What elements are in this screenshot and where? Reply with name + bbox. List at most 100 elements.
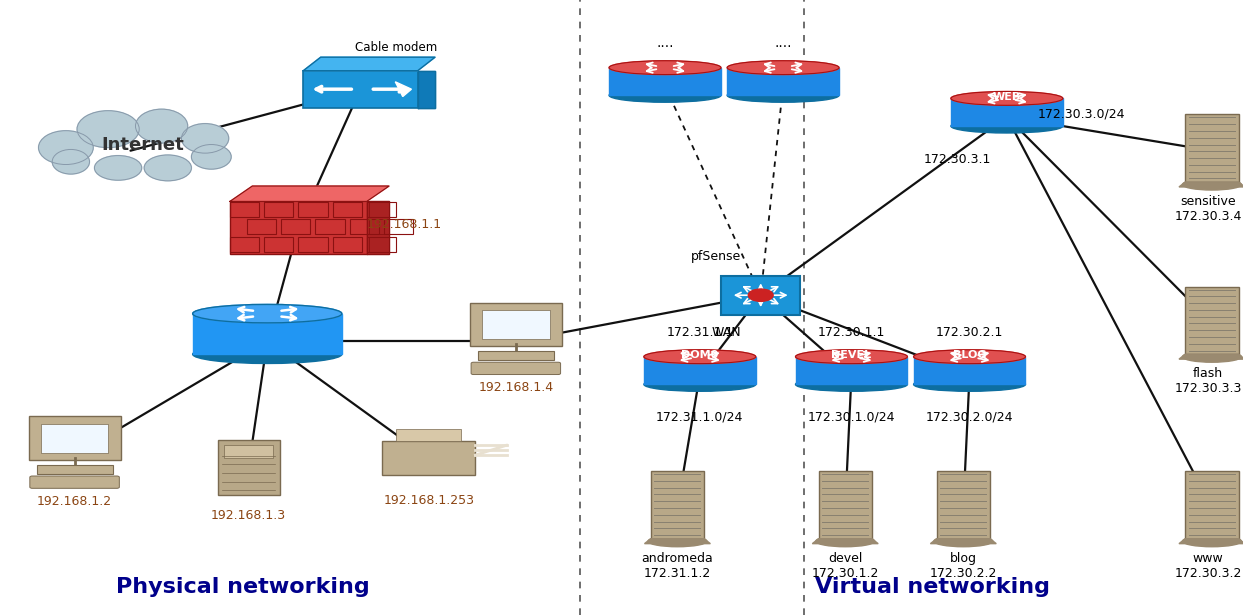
Polygon shape [1178,182,1243,187]
Text: andromeda
172.31.1.2: andromeda 172.31.1.2 [641,552,713,580]
Text: ....: .... [656,36,674,50]
Bar [298,202,328,217]
Bar [369,202,389,217]
Text: 172.30.3.1: 172.30.3.1 [924,153,991,165]
Polygon shape [367,202,389,253]
Text: 192.168.1.2: 192.168.1.2 [37,495,112,508]
FancyBboxPatch shape [651,471,704,539]
Bar [193,314,342,354]
Ellipse shape [191,145,231,169]
Text: 192.168.1.4: 192.168.1.4 [479,381,553,394]
Text: WEB: WEB [993,92,1021,102]
Text: 172.30.1.0/24: 172.30.1.0/24 [808,411,895,424]
Text: Cable modem: Cable modem [355,41,438,54]
Text: Virtual networking: Virtual networking [814,576,1050,597]
FancyBboxPatch shape [30,476,119,488]
Ellipse shape [933,536,993,547]
Bar [230,202,259,217]
FancyBboxPatch shape [36,465,113,474]
Text: Internet: Internet [102,135,184,154]
Polygon shape [813,539,878,544]
Text: www
172.30.3.2: www 172.30.3.2 [1175,552,1242,580]
FancyBboxPatch shape [397,429,461,442]
FancyBboxPatch shape [41,424,108,453]
Ellipse shape [77,111,139,148]
FancyBboxPatch shape [1185,471,1238,539]
Ellipse shape [914,350,1025,363]
Text: ....: .... [774,36,792,50]
Text: 192.168.1.3: 192.168.1.3 [211,509,286,522]
Bar [384,220,413,234]
Text: 192.168.1.1: 192.168.1.1 [367,218,441,231]
Bar [796,357,907,384]
Text: 172.31.1.0/24: 172.31.1.0/24 [656,411,743,424]
Polygon shape [645,539,711,544]
Ellipse shape [815,536,875,547]
Text: 172.30.2.0/24: 172.30.2.0/24 [926,411,1013,424]
Ellipse shape [1182,179,1242,190]
FancyBboxPatch shape [224,445,273,458]
FancyBboxPatch shape [29,416,121,460]
Ellipse shape [727,89,839,102]
Polygon shape [930,539,997,544]
Bar [298,237,328,252]
Bar [951,98,1063,126]
Bar [316,220,344,234]
FancyBboxPatch shape [382,442,475,475]
Ellipse shape [914,378,1025,391]
Ellipse shape [727,61,839,74]
Bar [230,237,259,252]
Polygon shape [230,186,389,202]
Ellipse shape [181,124,229,153]
Polygon shape [395,82,411,97]
Polygon shape [1178,354,1243,359]
FancyBboxPatch shape [482,310,549,339]
Bar [369,220,389,234]
Ellipse shape [609,61,721,74]
Bar [367,237,395,252]
Bar [281,220,311,234]
Text: pfSense: pfSense [691,250,741,263]
Ellipse shape [796,350,907,363]
Text: Physical networking: Physical networking [116,576,369,597]
Polygon shape [1178,539,1243,544]
Text: 172.31.1.1: 172.31.1.1 [666,327,733,339]
Ellipse shape [1182,536,1242,547]
Bar [367,202,395,217]
Ellipse shape [644,350,756,363]
Text: BLOG: BLOG [953,351,986,360]
Ellipse shape [951,92,1063,105]
Text: 172.30.3.0/24: 172.30.3.0/24 [1038,107,1125,121]
Text: sensitive
172.30.3.4: sensitive 172.30.3.4 [1175,195,1242,223]
FancyBboxPatch shape [470,303,562,346]
Bar [247,220,276,234]
Ellipse shape [951,119,1063,133]
Bar [727,68,839,95]
Text: WAN: WAN [711,326,741,339]
Ellipse shape [796,378,907,391]
Ellipse shape [94,156,142,180]
FancyBboxPatch shape [721,276,800,315]
FancyBboxPatch shape [818,471,873,539]
FancyBboxPatch shape [230,202,367,253]
Polygon shape [418,71,435,108]
FancyBboxPatch shape [1185,287,1238,354]
Ellipse shape [193,304,342,323]
Bar [369,237,389,252]
Ellipse shape [644,378,756,391]
FancyBboxPatch shape [218,440,280,495]
Text: 172.30.2.1: 172.30.2.1 [936,327,1003,339]
Bar [264,202,293,217]
Ellipse shape [135,109,188,143]
Bar [332,237,362,252]
Circle shape [748,289,773,301]
Bar [914,357,1025,384]
Text: 192.168.1.253: 192.168.1.253 [383,494,475,507]
FancyBboxPatch shape [1185,114,1238,182]
Ellipse shape [609,89,721,102]
Ellipse shape [193,345,342,363]
Polygon shape [303,57,435,71]
Ellipse shape [648,536,707,547]
Ellipse shape [1182,351,1242,362]
Text: devel
172.30.1.2: devel 172.30.1.2 [812,552,879,580]
